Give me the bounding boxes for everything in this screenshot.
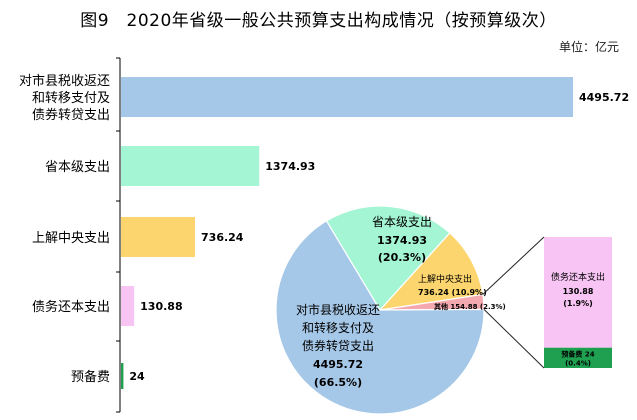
pie-value-label: 736.24 (10.9%)	[418, 288, 487, 297]
pie-label: 和转移支付及	[302, 320, 374, 335]
pie-value-label: (66.5%)	[314, 376, 362, 389]
unit-label: 单位：亿元	[558, 40, 619, 54]
breakout-percent-label: (0.4%)	[565, 360, 591, 368]
pie-label: 对市县税收返还	[296, 302, 380, 317]
bar-value-label: 1374.93	[265, 160, 315, 173]
pie-percent-label: (20.3%)	[378, 251, 426, 264]
breakout-segment-0	[544, 237, 612, 348]
breakout-connector	[482, 236, 545, 295]
bar-1	[121, 146, 260, 186]
breakout-percent-label: (1.9%)	[563, 299, 593, 308]
breakout-value-label: 130.88	[563, 287, 594, 296]
pie-slice-0	[325, 205, 451, 312]
breakout-connector	[483, 309, 545, 369]
bar-category-label: 对市县税收返还	[19, 73, 110, 89]
pie-value-label: 1374.93	[377, 234, 427, 247]
pie-label: 其他 154.88 (2.3%)	[434, 302, 506, 311]
bar-category-label: 债务还本支出	[32, 299, 110, 315]
bar-category-label: 上解中央支出	[32, 231, 110, 246]
pie-label: 省本级支出	[372, 215, 432, 229]
pie-slice-3	[275, 220, 485, 415]
pie-label: 债券转贷支出	[302, 338, 374, 353]
bar-2	[121, 217, 196, 257]
bar-category-label: 省本级支出	[45, 160, 110, 175]
bar-0	[121, 77, 573, 117]
bar-value-label: 736.24	[201, 231, 244, 244]
bar-value-label: 24	[129, 370, 145, 383]
bar-value-label: 130.88	[140, 300, 182, 313]
pie-slice-1	[378, 232, 484, 311]
breakout-label: 债务还本支出	[551, 271, 605, 283]
bar-4	[121, 363, 124, 389]
chart-title: 图9 2020年省级一般公共预算支出构成情况（按预算级次）	[80, 11, 557, 31]
bar-3	[121, 286, 135, 326]
breakout-label: 预备费 24	[561, 350, 594, 359]
pie-value-label: 4495.72	[313, 358, 363, 371]
pie-label: 上解中央支出	[418, 273, 472, 285]
bar-category-label: 债券转贷支出	[32, 107, 110, 123]
bar-category-label: 和转移支付及	[32, 91, 110, 106]
bar-category-label: 预备费	[71, 369, 110, 385]
breakout-segment-1	[544, 347, 612, 368]
bar-value-label: 4495.72	[579, 91, 629, 104]
